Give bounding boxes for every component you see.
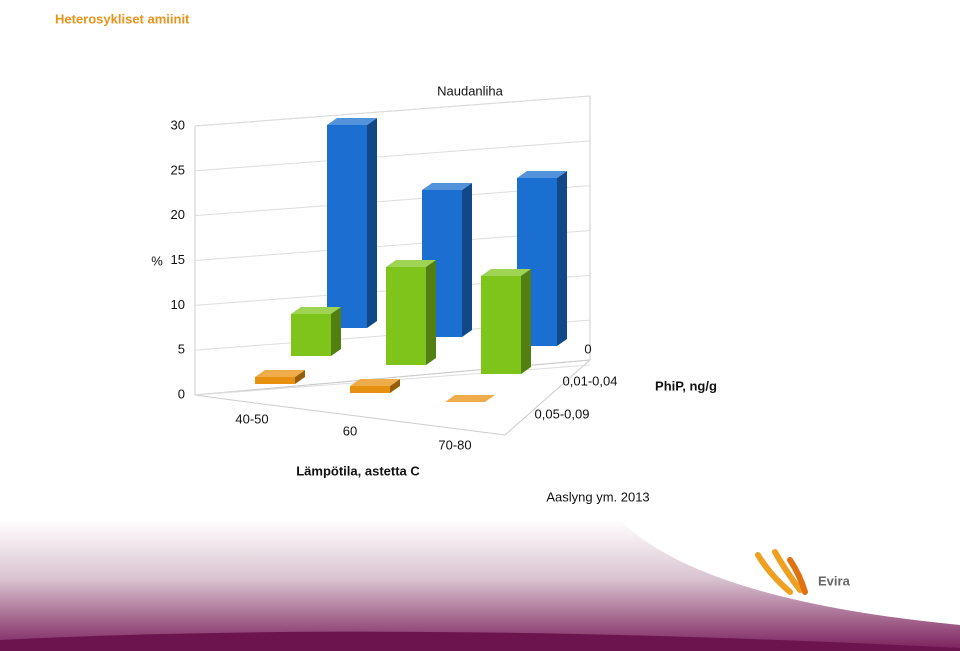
grid-line [194, 95, 591, 127]
bar-front [327, 125, 367, 328]
citation: Aaslyng ym. 2013 [546, 489, 649, 504]
y-tick-label: 30 [171, 117, 185, 132]
slide-title: Heterosykliset amiinit [55, 11, 190, 26]
legend-label: 0 [584, 341, 591, 356]
logo-mark [755, 549, 808, 595]
plot: 0 5 10 15 20 25 30 40-50 60 70-80 0 0,01-0,04 0,05-0… [171, 95, 618, 452]
bar-front [386, 267, 426, 365]
grid-line [194, 140, 591, 172]
logo-text: Evira [818, 573, 851, 588]
bar-top [386, 260, 436, 267]
logo-stroke [772, 549, 803, 593]
x-tick-label: 40-50 [235, 411, 268, 426]
bar-top [255, 370, 305, 377]
bar-top [422, 183, 472, 190]
bar-side [462, 183, 472, 337]
x-tick-label: 60 [343, 423, 357, 438]
y-tick-label: 20 [171, 207, 185, 222]
bar-side [331, 307, 341, 356]
bar-side [367, 118, 377, 328]
x-axis-label: Lämpötila, astetta C [296, 463, 420, 478]
z-axis-label: PhiP, ng/g [655, 378, 717, 393]
bar-front [350, 386, 390, 393]
y-tick-label: 25 [171, 162, 185, 177]
y-tick-label: 0 [178, 386, 185, 401]
floor [194, 359, 592, 436]
y-axis-label: % [151, 253, 163, 268]
logo-stroke [755, 552, 793, 595]
bar-side [390, 379, 400, 393]
bar-top [291, 307, 341, 314]
bar-side [426, 260, 436, 365]
legend-label: 0,01-0,04 [563, 373, 618, 388]
bar-top [327, 118, 377, 125]
bar-side [557, 171, 567, 346]
bar-top [445, 395, 495, 402]
y-tick-label: 15 [171, 252, 185, 267]
chart-title: Naudanliha [437, 83, 504, 98]
logo-stroke [787, 557, 808, 595]
y-tick-label: 5 [178, 342, 185, 357]
bar-top [517, 171, 567, 178]
legend-label: 0,05-0,09 [535, 406, 590, 421]
bar-top [481, 269, 531, 276]
bar-side [521, 269, 531, 374]
bar-front [291, 314, 331, 356]
bar-front [255, 377, 295, 384]
y-tick-label: 10 [171, 297, 185, 312]
bar-top [350, 379, 400, 386]
bar-front [481, 276, 521, 374]
bar-side [295, 370, 305, 384]
x-tick-label: 70-80 [438, 437, 471, 452]
footer-edge [0, 631, 960, 651]
